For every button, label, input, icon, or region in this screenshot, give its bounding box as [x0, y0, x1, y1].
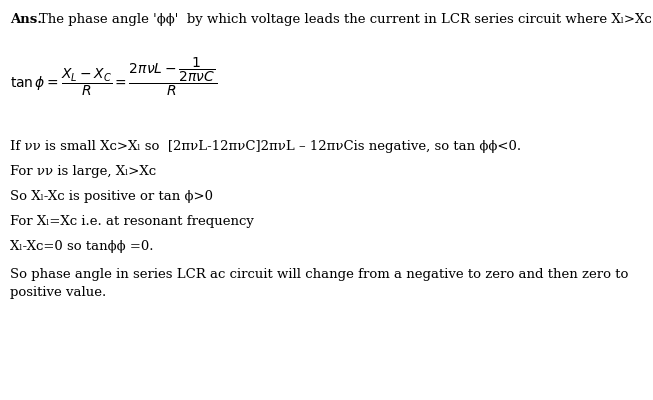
Text: If νν is small Xᴄ>Xₗ so  [2πνL-12πνC]2πνL – 12πνCis negative, so tan ϕϕ<0.: If νν is small Xᴄ>Xₗ so [2πνL-12πνC]2πνL… [10, 140, 521, 153]
Text: positive value.: positive value. [10, 286, 106, 299]
Text: The phase angle 'ϕϕ'  by which voltage leads the current in LCR series circuit w: The phase angle 'ϕϕ' by which voltage le… [39, 13, 653, 26]
Text: For Xₗ=Xᴄ i.e. at resonant frequency: For Xₗ=Xᴄ i.e. at resonant frequency [10, 215, 254, 228]
Text: For νν is large, Xₗ>Xᴄ: For νν is large, Xₗ>Xᴄ [10, 165, 156, 178]
Text: So phase angle in series LCR ac circuit will change from a negative to zero and : So phase angle in series LCR ac circuit … [10, 268, 628, 281]
Text: $\mathrm{tan}\,\phi = \dfrac{X_L - X_C}{R} = \dfrac{2\pi\nu L - \dfrac{1}{2\pi\n: $\mathrm{tan}\,\phi = \dfrac{X_L - X_C}{… [10, 55, 217, 98]
Text: Xₗ-Xᴄ=0 so tanϕϕ =0.: Xₗ-Xᴄ=0 so tanϕϕ =0. [10, 240, 153, 253]
Text: Ans.: Ans. [10, 13, 42, 26]
Text: So Xₗ-Xᴄ is positive or tan ϕ>0: So Xₗ-Xᴄ is positive or tan ϕ>0 [10, 190, 213, 203]
